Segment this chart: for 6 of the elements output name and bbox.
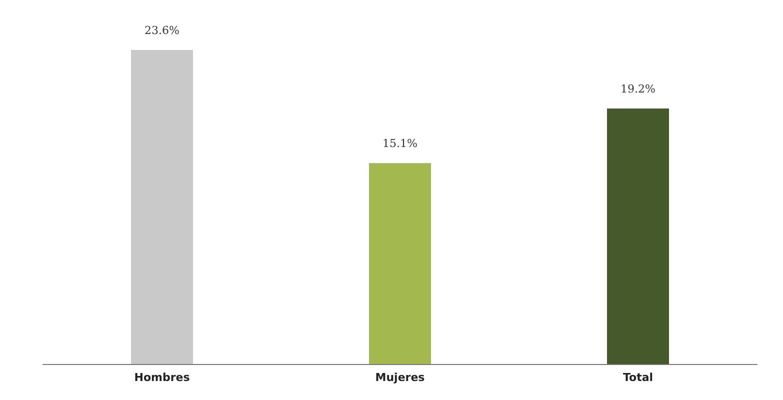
data-label: 15.1% [382,137,418,150]
x-tick-label: Hombres [134,371,190,384]
x-tick-label: Mujeres [375,371,426,384]
data-label: 23.6% [144,24,180,37]
x-tick-label: Total [622,371,654,384]
data-label: 19.2% [620,82,656,96]
